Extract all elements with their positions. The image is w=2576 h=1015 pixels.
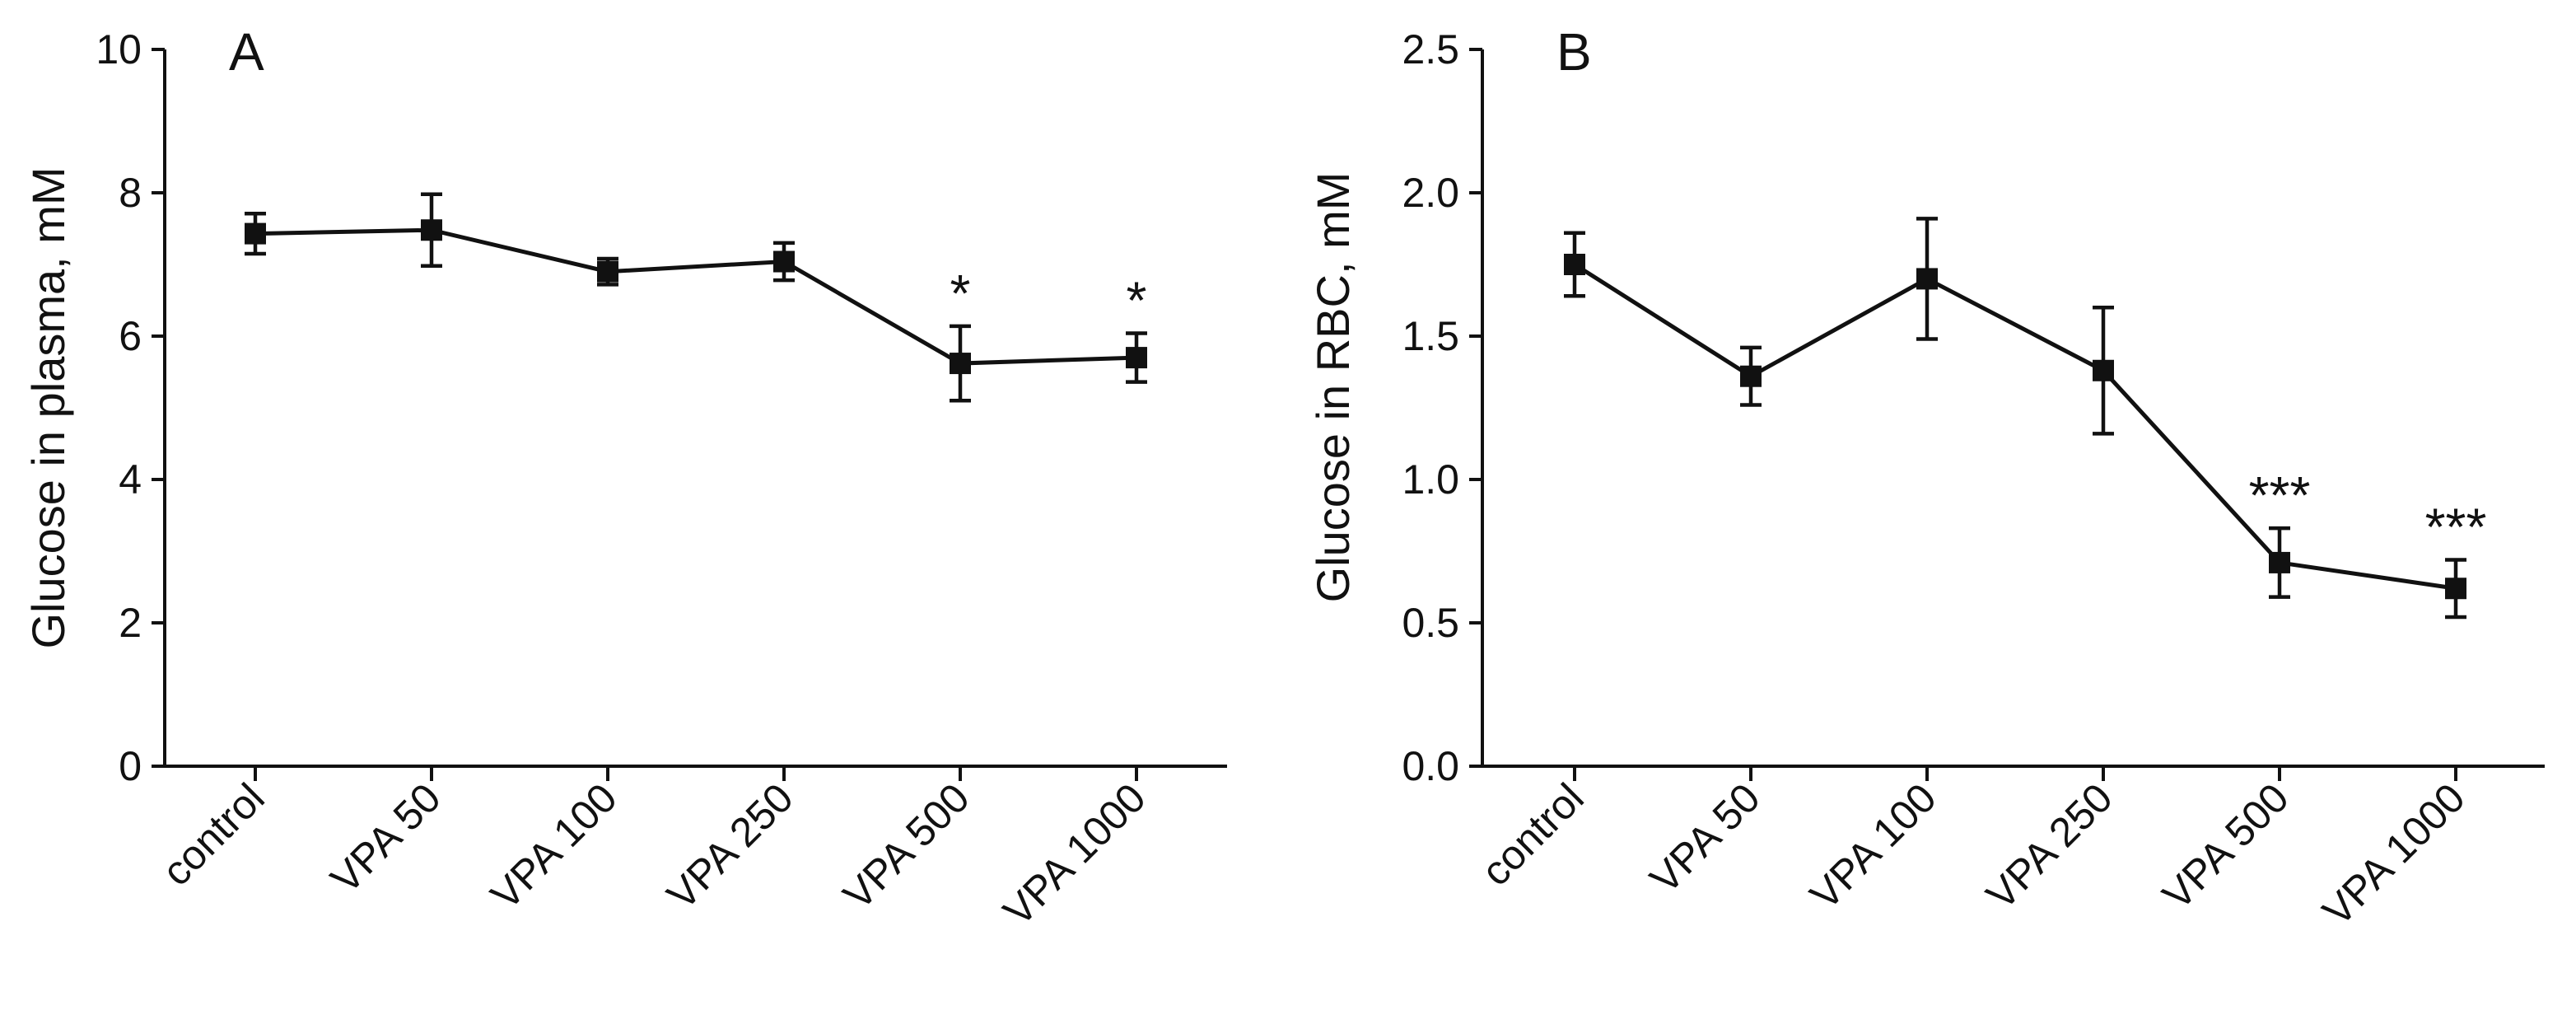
panel-label: A	[229, 22, 264, 82]
y-tick-label: 2.5	[1402, 26, 1459, 72]
x-tick-label: VPA 250	[1977, 774, 2121, 919]
y-tick-label: 2.0	[1402, 170, 1459, 216]
significance-marker: *	[1127, 271, 1147, 330]
data-point	[2445, 578, 2466, 600]
series-line	[1573, 262, 2457, 591]
data-point	[597, 260, 618, 283]
x-tick-label: control	[1472, 774, 1593, 895]
y-axis-label: Glucose in RBC, mM	[1307, 172, 1359, 603]
significance-marker: ***	[2425, 497, 2487, 556]
x-tick-label: VPA 250	[658, 774, 802, 919]
data-point	[1126, 347, 1147, 369]
y-tick-label: 10	[96, 26, 142, 72]
x-tick-label: VPA 50	[1641, 774, 1769, 902]
data-point	[1916, 268, 1938, 290]
data-point	[2269, 551, 2290, 573]
y-tick-label: 4	[119, 456, 142, 503]
x-tick-label: VPA 1000	[2314, 774, 2474, 934]
data-point	[773, 250, 795, 273]
y-tick-label: 0	[119, 743, 142, 789]
data-point	[1740, 365, 1762, 387]
x-tick-label: VPA 100	[482, 774, 626, 919]
x-tick-label: VPA 1000	[995, 774, 1155, 934]
x-tick-label: VPA 500	[834, 774, 978, 919]
data-point	[950, 353, 971, 375]
significance-marker: ***	[2249, 465, 2311, 525]
y-tick-label: 0.5	[1402, 600, 1459, 646]
data-point	[245, 222, 266, 245]
chart-panel-a: 0 2 4 6 8 10 control VPA 50 VPA 100 VPA 250 VPA 50…	[22, 22, 1227, 934]
data-point	[421, 219, 442, 241]
x-tick-label: VPA 500	[2154, 774, 2298, 919]
x-tick-label: control	[153, 774, 273, 895]
significance-marker: *	[950, 264, 971, 323]
x-tick-label: VPA 100	[1801, 774, 1945, 919]
x-tick-label: VPA 50	[322, 774, 450, 902]
y-tick-label: 8	[119, 170, 142, 216]
y-axis-label: Glucose in plasma, mM	[22, 166, 74, 648]
y-tick-label: 2	[119, 600, 142, 646]
y-tick-label: 0.0	[1402, 743, 1459, 789]
y-tick-label: 1.5	[1402, 313, 1459, 359]
data-point	[1564, 254, 1585, 275]
series-line	[254, 227, 1137, 366]
y-tick-label: 6	[119, 313, 142, 359]
panel-label: B	[1556, 22, 1592, 82]
data-point	[2093, 359, 2114, 381]
y-tick-label: 1.0	[1402, 456, 1459, 503]
